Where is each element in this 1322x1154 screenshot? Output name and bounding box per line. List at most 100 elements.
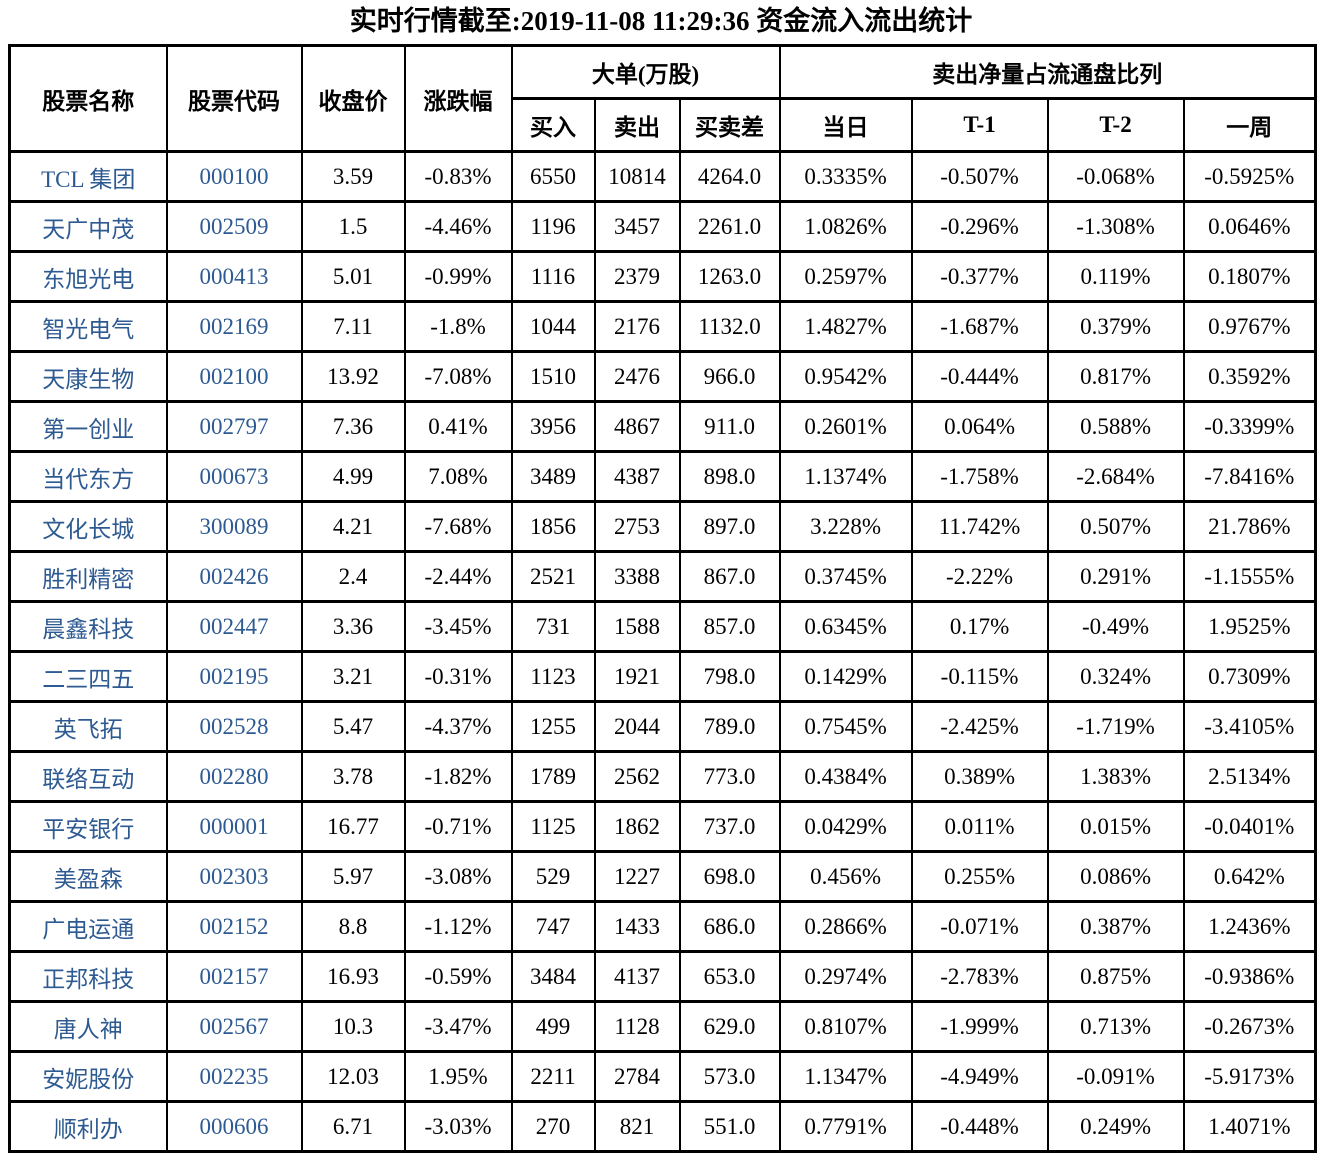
week-ratio-cell: 1.9525% xyxy=(1182,600,1317,653)
header-change-pct: 涨跌幅 xyxy=(403,44,513,153)
change-pct-cell: -0.31% xyxy=(403,650,513,703)
week-ratio-cell: -7.8416% xyxy=(1182,450,1317,503)
stock-code-cell: 000001 xyxy=(165,800,303,853)
t1-ratio-cell: -0.507% xyxy=(910,150,1049,203)
week-ratio-cell: 0.1807% xyxy=(1182,250,1317,303)
buy-sell-diff-cell: 966.0 xyxy=(678,350,781,403)
sell-cell: 2784 xyxy=(593,1050,681,1103)
buy-cell: 499 xyxy=(510,1000,596,1053)
header-week: 一周 xyxy=(1182,97,1317,153)
close-price-cell: 3.21 xyxy=(300,650,406,703)
stock-name-cell: 安妮股份 xyxy=(8,1050,168,1103)
sell-cell: 2044 xyxy=(593,700,681,753)
t1-ratio-cell: -2.22% xyxy=(910,550,1049,603)
buy-sell-diff-cell: 2261.0 xyxy=(678,200,781,253)
buy-cell: 3484 xyxy=(510,950,596,1003)
stock-name-cell: 平安银行 xyxy=(8,800,168,853)
table-row: 美盈森 002303 5.97 -3.08% 529 1227 698.0 0.456% 0.2… xyxy=(8,850,1317,903)
t2-ratio-cell: 0.291% xyxy=(1046,550,1185,603)
today-ratio-cell: 0.0429% xyxy=(778,800,913,853)
t2-ratio-cell: 0.387% xyxy=(1046,900,1185,953)
week-ratio-cell: 0.3592% xyxy=(1182,350,1317,403)
stock-code-cell: 000100 xyxy=(165,150,303,203)
buy-sell-diff-cell: 789.0 xyxy=(678,700,781,753)
change-pct-cell: -7.68% xyxy=(403,500,513,553)
t1-ratio-cell: -2.425% xyxy=(910,700,1049,753)
change-pct-cell: -3.08% xyxy=(403,850,513,903)
change-pct-cell: -4.37% xyxy=(403,700,513,753)
today-ratio-cell: 0.9542% xyxy=(778,350,913,403)
header-stock-code: 股票代码 xyxy=(165,44,303,153)
buy-cell: 747 xyxy=(510,900,596,953)
buy-cell: 1125 xyxy=(510,800,596,853)
t1-ratio-cell: -1.687% xyxy=(910,300,1049,353)
t1-ratio-cell: 0.064% xyxy=(910,400,1049,453)
today-ratio-cell: 0.7545% xyxy=(778,700,913,753)
t2-ratio-cell: 0.249% xyxy=(1046,1100,1185,1153)
stock-code-cell: 000413 xyxy=(165,250,303,303)
table-row: 英飞拓 002528 5.47 -4.37% 1255 2044 789.0 0.7545% -… xyxy=(8,700,1317,753)
header-today: 当日 xyxy=(778,97,913,153)
table-row: 东旭光电 000413 5.01 -0.99% 1116 2379 1263.0 0.2597… xyxy=(8,250,1317,303)
table-row: 广电运通 002152 8.8 -1.12% 747 1433 686.0 0.2866% -0… xyxy=(8,900,1317,953)
today-ratio-cell: 0.3335% xyxy=(778,150,913,203)
today-ratio-cell: 0.2597% xyxy=(778,250,913,303)
change-pct-cell: -3.47% xyxy=(403,1000,513,1053)
header-t-minus-1: T-1 xyxy=(910,97,1049,153)
buy-sell-diff-cell: 857.0 xyxy=(678,600,781,653)
sell-cell: 3388 xyxy=(593,550,681,603)
close-price-cell: 3.36 xyxy=(300,600,406,653)
stock-code-cell: 000673 xyxy=(165,450,303,503)
close-price-cell: 3.59 xyxy=(300,150,406,203)
stock-name-cell: 东旭光电 xyxy=(8,250,168,303)
change-pct-cell: -0.99% xyxy=(403,250,513,303)
t2-ratio-cell: -1.719% xyxy=(1046,700,1185,753)
buy-sell-diff-cell: 737.0 xyxy=(678,800,781,853)
buy-sell-diff-cell: 798.0 xyxy=(678,650,781,703)
buy-sell-diff-cell: 897.0 xyxy=(678,500,781,553)
sell-cell: 1433 xyxy=(593,900,681,953)
t2-ratio-cell: -0.091% xyxy=(1046,1050,1185,1103)
stock-name-cell: 胜利精密 xyxy=(8,550,168,603)
buy-sell-diff-cell: 1263.0 xyxy=(678,250,781,303)
stock-code-cell: 002426 xyxy=(165,550,303,603)
week-ratio-cell: 1.4071% xyxy=(1182,1100,1317,1153)
week-ratio-cell: 0.0646% xyxy=(1182,200,1317,253)
close-price-cell: 5.01 xyxy=(300,250,406,303)
buy-cell: 1856 xyxy=(510,500,596,553)
t1-ratio-cell: 11.742% xyxy=(910,500,1049,553)
buy-sell-diff-cell: 653.0 xyxy=(678,950,781,1003)
sell-cell: 2753 xyxy=(593,500,681,553)
close-price-cell: 7.11 xyxy=(300,300,406,353)
week-ratio-cell: 0.7309% xyxy=(1182,650,1317,703)
close-price-cell: 5.47 xyxy=(300,700,406,753)
header-t-minus-2: T-2 xyxy=(1046,97,1185,153)
stock-code-cell: 002509 xyxy=(165,200,303,253)
stock-code-cell: 002152 xyxy=(165,900,303,953)
header-close-price: 收盘价 xyxy=(300,44,406,153)
t2-ratio-cell: -1.308% xyxy=(1046,200,1185,253)
table-row: 天广中茂 002509 1.5 -4.46% 1196 3457 2261.0 1.0826%… xyxy=(8,200,1317,253)
buy-sell-diff-cell: 4264.0 xyxy=(678,150,781,203)
today-ratio-cell: 0.2866% xyxy=(778,900,913,953)
stock-name-cell: 晨鑫科技 xyxy=(8,600,168,653)
buy-cell: 529 xyxy=(510,850,596,903)
stock-name-cell: 二三四五 xyxy=(8,650,168,703)
t2-ratio-cell: 0.015% xyxy=(1046,800,1185,853)
table-row: 联络互动 002280 3.78 -1.82% 1789 2562 773.0 0.4384%… xyxy=(8,750,1317,803)
t1-ratio-cell: 0.255% xyxy=(910,850,1049,903)
close-price-cell: 5.97 xyxy=(300,850,406,903)
buy-cell: 2211 xyxy=(510,1050,596,1103)
buy-sell-diff-cell: 911.0 xyxy=(678,400,781,453)
close-price-cell: 10.3 xyxy=(300,1000,406,1053)
today-ratio-cell: 0.6345% xyxy=(778,600,913,653)
stock-name-cell: 文化长城 xyxy=(8,500,168,553)
change-pct-cell: -2.44% xyxy=(403,550,513,603)
buy-sell-diff-cell: 551.0 xyxy=(678,1100,781,1153)
stock-name-cell: 智光电气 xyxy=(8,300,168,353)
stock-name-cell: 美盈森 xyxy=(8,850,168,903)
week-ratio-cell: 0.9767% xyxy=(1182,300,1317,353)
t2-ratio-cell: 0.086% xyxy=(1046,850,1185,903)
table-row: 二三四五 002195 3.21 -0.31% 1123 1921 798.0 0.1429%… xyxy=(8,650,1317,703)
stock-code-cell: 000606 xyxy=(165,1100,303,1153)
